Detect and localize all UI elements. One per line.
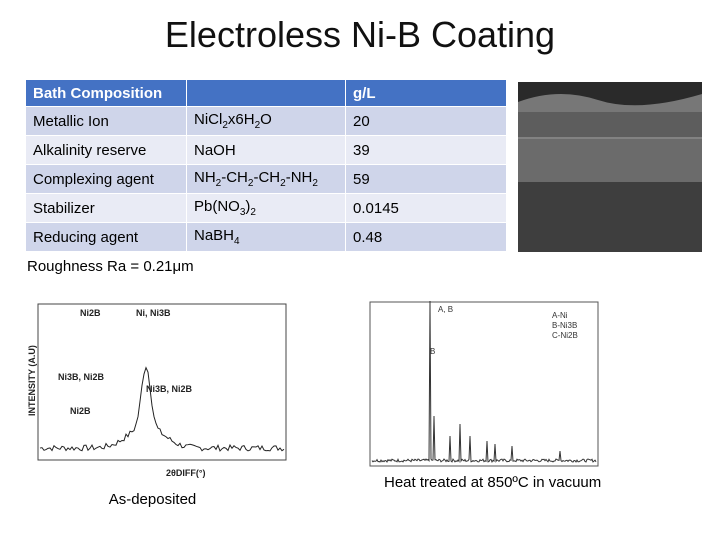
subscript: 2: [254, 120, 261, 131]
figure-label: 2θDIFF(°): [166, 468, 205, 478]
roughness-note: Roughness Ra = 0.21μm: [27, 258, 194, 275]
figure-label: A, B: [438, 305, 453, 314]
formula-part: NaOH: [194, 141, 236, 159]
subscript: 2: [247, 178, 254, 189]
table-cell: Reducing agent: [25, 222, 187, 252]
formula-part: -CH: [253, 169, 281, 186]
subscript: 2: [250, 207, 256, 218]
table-cell: NaOH: [186, 135, 346, 165]
table-cell: Metallic Ion: [25, 106, 187, 136]
figure-label: Ni3B, Ni2B: [58, 372, 105, 382]
table-row: Metallic Ion NiCl2x6H2O 20: [25, 106, 507, 136]
table-cell: Complexing agent: [25, 164, 187, 194]
table-cell: 20: [345, 106, 507, 136]
formula-part: ): [245, 198, 251, 215]
table-cell: NiCl2x6H2O: [186, 106, 346, 136]
table-cell: 0.48: [345, 222, 507, 252]
formula-part: Pb(NO: [194, 198, 240, 215]
table-cell: 0.0145: [345, 193, 507, 223]
slide-title: Electroless Ni-B Coating: [164, 14, 556, 55]
sem-image: [518, 82, 702, 252]
header-cell: Bath Composition: [25, 79, 187, 107]
table-cell: 39: [345, 135, 507, 165]
caption: As-deposited: [108, 491, 197, 508]
table-cell: Alkalinity reserve: [25, 135, 187, 165]
subscript: 4: [234, 236, 240, 247]
subscript: 2: [222, 120, 228, 131]
figure-label: INTENSITY (A.U): [28, 345, 37, 416]
table-row: Stabilizer Pb(NO3)2 0.0145: [25, 193, 507, 223]
table-row: Alkalinity reserve NaOH 39: [25, 135, 507, 165]
figure-label: A-Ni: [552, 311, 568, 320]
caption: Heat treated at 850ºC in vacuum: [384, 474, 602, 491]
figure-label: C-Ni2B: [552, 331, 578, 340]
table-cell: Pb(NO3)2: [186, 193, 346, 223]
subscript: 2: [215, 178, 222, 189]
formula-part: -NH: [285, 169, 313, 186]
subscript: 2: [312, 178, 318, 189]
figure-label: B-Ni3B: [552, 321, 577, 330]
header-cell: g/L: [345, 79, 507, 107]
table-cell: NaBH4: [186, 222, 346, 252]
figure-label: Ni2B: [80, 308, 101, 318]
table-cell: Stabilizer: [25, 193, 187, 223]
formula-part: NiCl: [194, 111, 223, 128]
formula-part: x6H: [227, 111, 255, 128]
header-cell: [186, 79, 346, 107]
table-row: Reducing agent NaBH4 0.48: [25, 222, 507, 252]
table-cell: 59: [345, 164, 507, 194]
figure-label: Ni3B, Ni2B: [146, 384, 193, 394]
table-row: Complexing agent NH2-CH2-CH2-NH2 59: [25, 164, 507, 194]
subscript: 3: [239, 207, 246, 218]
table-cell: NH2-CH2-CH2-NH2: [186, 164, 346, 194]
formula-part: NaBH: [194, 227, 235, 244]
figure-label: Ni2B: [70, 406, 91, 416]
figure-label: Ni, Ni3B: [136, 308, 171, 318]
bath-table: Bath Composition g/L Metallic Ion NiCl2x6…: [25, 79, 507, 252]
xrd-as-deposited: Ni2B Ni, Ni3B Ni3B, Ni2B Ni3B, Ni2B Ni2B INTE…: [28, 303, 287, 478]
subscript: 2: [280, 178, 286, 189]
formula-part: NH: [194, 169, 216, 186]
formula-part: O: [260, 111, 272, 128]
formula-part: -CH: [221, 169, 248, 186]
figure-label: B: [430, 347, 435, 356]
